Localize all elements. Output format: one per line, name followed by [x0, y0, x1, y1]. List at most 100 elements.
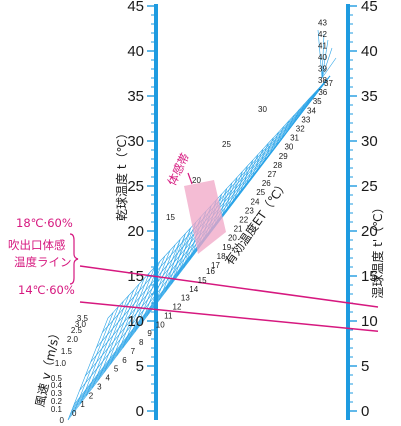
et-grid-line [274, 126, 284, 149]
dry-bulb-tick-label: 30 [127, 133, 144, 150]
comfort-zone-area [184, 180, 226, 254]
wet-bulb-tick-label: 15 [361, 268, 378, 285]
et-upper-label: 25 [222, 140, 231, 149]
et-hatch-line [177, 227, 191, 277]
chart-labels: 18℃·60%14℃·60%吹出口体感温度ライン体感帯0123456789101… [8, 19, 333, 426]
et-upper-label: 15 [166, 213, 175, 222]
wet-bulb-tick-label: 30 [361, 133, 378, 150]
et-hatch-line [298, 107, 306, 110]
et-value-label: 28 [273, 161, 282, 170]
wet-bulb-tick-label: 10 [361, 313, 378, 330]
et-value-label: 23 [245, 206, 254, 215]
et-hatch-line [232, 177, 238, 205]
et-hatch-line [293, 115, 300, 117]
et-value-label: 26 [262, 179, 271, 188]
et-value-label: 22 [239, 216, 248, 225]
et-value-label: 30 [284, 143, 293, 152]
et-hatch-line [244, 166, 248, 189]
dry-bulb-tick-label: 35 [127, 88, 144, 105]
wet-bulb-axis-title: 湿球温度 t'（℃） [370, 201, 385, 298]
et-value-label: 3 [97, 382, 102, 391]
et-value-label: 21 [234, 225, 243, 234]
top-fan-line [321, 33, 325, 79]
et-value-label: 0 [72, 409, 77, 418]
et-value-label: 2 [89, 391, 94, 400]
wind-speed-label: 2.5 [71, 326, 83, 335]
et-grid-line [293, 109, 300, 125]
wet-bulb-tick-label: 45 [361, 0, 378, 15]
et-hatch-line [267, 143, 270, 157]
et-value-label: 16 [206, 267, 215, 276]
et-value-label: 18 [217, 252, 226, 261]
et-value-label: 19 [222, 243, 231, 252]
et-value-label: 11 [164, 311, 173, 320]
temperature-axes: 0 5 10 15 20 25 30 35 40 45 0 5 10 15 20 25 30 35 40 45 乾球温度… [114, 0, 385, 420]
et-grid-line [268, 132, 279, 157]
top-fan-line [321, 47, 333, 79]
et-grid-line [299, 104, 305, 117]
wet-bulb-tick-label: 0 [361, 403, 369, 420]
dry-bulb-tick-label: 10 [127, 313, 144, 330]
et-grid-line [287, 115, 295, 133]
et-value-label: 36 [318, 88, 327, 97]
wet-bulb-tick-label: 35 [361, 88, 378, 105]
top-fan-line [321, 57, 337, 79]
et-grid-line [104, 284, 140, 373]
wind-speed-label: 0.4 [51, 381, 63, 390]
wet-bulb-tick-label: 5 [361, 358, 369, 375]
wind-speed-label: 0.3 [51, 389, 63, 398]
supply-air-label-14: 14℃·60% [18, 283, 75, 297]
et-value-label: 31 [290, 134, 299, 143]
et-value-label: 10 [156, 320, 165, 329]
wind-speed-label: 0.5 [51, 374, 63, 383]
et-grid-line [262, 137, 274, 165]
top-fan-line [317, 29, 323, 79]
et-value-label: 20 [228, 234, 237, 243]
et-grid-line [317, 87, 320, 93]
wet-bulb-tick-label: 20 [361, 223, 378, 240]
et-value-label: 24 [251, 197, 260, 206]
wind-speed-label: 0.2 [51, 397, 63, 406]
et-value-label: 1 [80, 400, 85, 409]
wet-bulb-tick-label: 25 [361, 178, 378, 195]
wind-speed-label: 3.5 [77, 314, 89, 323]
et-grid-line [146, 244, 176, 317]
et-value-label: 25 [256, 188, 265, 197]
et-hatch-line [226, 182, 233, 213]
et-hatch-line [250, 160, 253, 181]
et-grid-line [256, 143, 269, 173]
dry-bulb-tick-label: 5 [136, 358, 144, 375]
wind-speed-label: 3.0 [75, 320, 87, 329]
et-hatch-line [171, 233, 186, 285]
et-grid-line [305, 98, 310, 109]
supply-air-line [79, 265, 379, 308]
et-value-label: 32 [296, 125, 305, 134]
et-hatch-line [278, 132, 282, 141]
wind-speed-label: 2.0 [67, 335, 79, 344]
et-value-label: 17 [211, 261, 220, 270]
et-value-label: 8 [139, 338, 144, 347]
et-grid-line [238, 160, 253, 197]
wind-speed-label: 1.0 [55, 359, 67, 368]
et-value-label: 38 [318, 76, 327, 85]
et-hatch-line [165, 239, 181, 293]
et-value-label: 15 [198, 276, 207, 285]
et-value-label: 7 [131, 347, 136, 356]
et-grid-line [73, 312, 114, 413]
et-grid-line [226, 171, 243, 213]
et-upper-label: 30 [258, 105, 267, 114]
dry-bulb-tick-label: 15 [127, 268, 144, 285]
et-value-label: 4 [106, 374, 111, 383]
dry-bulb-tick-label: 40 [127, 43, 144, 60]
wind-speed-label: 0 [60, 416, 65, 425]
et-hatch-line [288, 120, 294, 125]
wet-bulb-tick-label: 40 [361, 43, 378, 60]
et-grid-line [323, 81, 326, 85]
et-grid-line [116, 272, 150, 357]
et-grid-line [110, 278, 145, 365]
supply-air-label-18: 18℃·60% [16, 216, 73, 230]
et-upper-label: 20 [192, 176, 201, 185]
et-hatch-line [283, 126, 288, 133]
et-grid-line [79, 306, 119, 405]
et-grid-line [250, 149, 264, 181]
